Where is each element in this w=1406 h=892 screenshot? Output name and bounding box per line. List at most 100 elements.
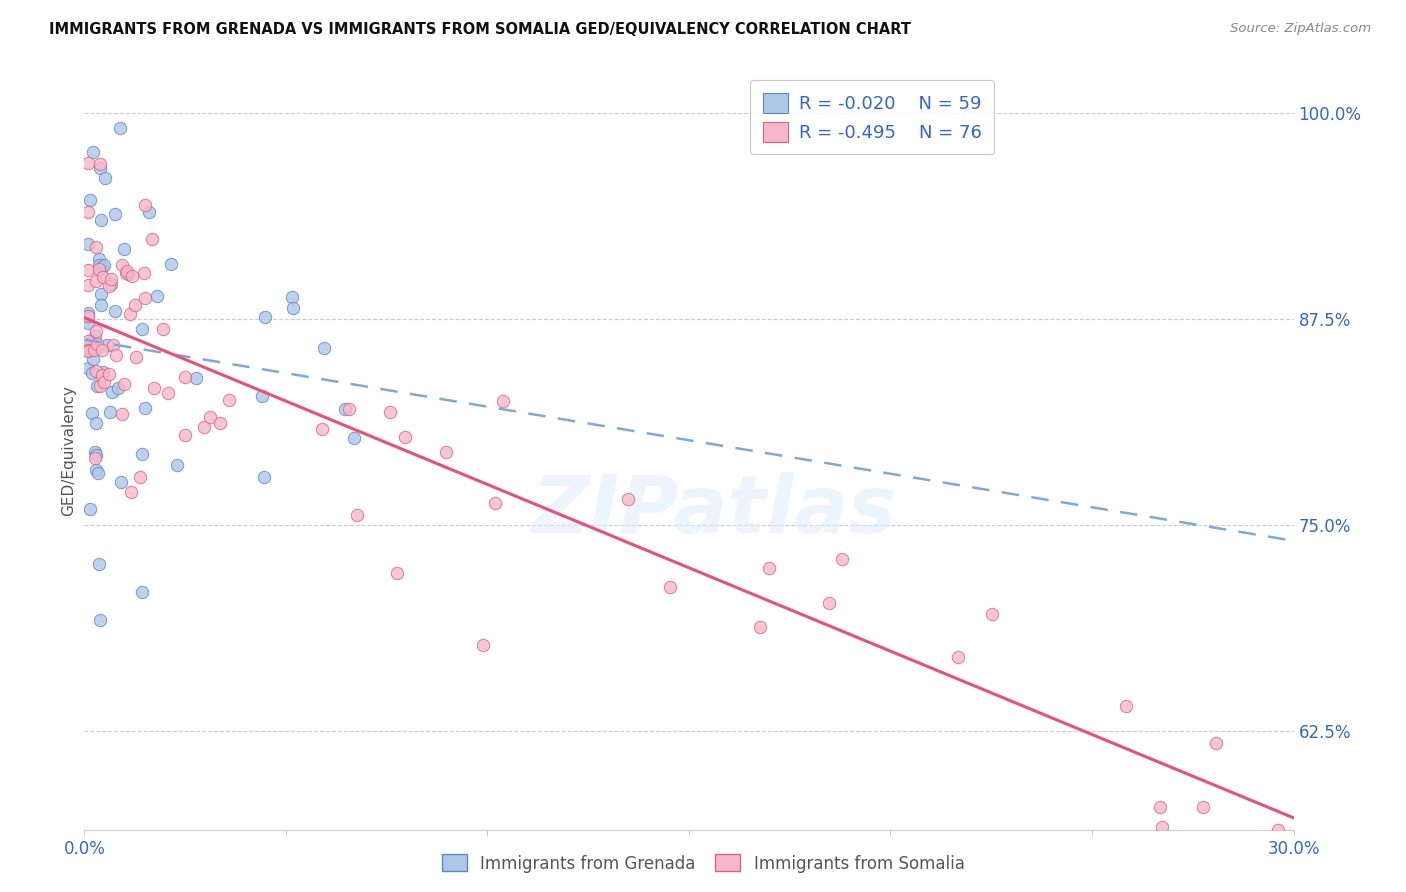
Point (86, 379, 108, 393)
Point (84, 274, 107, 288)
Point (131, 447, 153, 461)
Point (281, 290, 304, 304)
Point (96, 338, 118, 352)
Point (90, 213, 112, 227)
Point (1267, 822, 1289, 837)
Point (758, 561, 780, 575)
Point (101, 338, 124, 352)
Point (117, 267, 139, 281)
Point (90, 368, 112, 382)
Point (97, 278, 120, 293)
Point (84, 329, 107, 343)
Legend: R = -0.020    N = 59, R = -0.495    N = 76: R = -0.020 N = 59, R = -0.495 N = 76 (749, 80, 994, 154)
Point (1149, 800, 1171, 814)
Point (98, 367, 121, 381)
Point (77, 155, 100, 169)
Point (110, 475, 132, 490)
Text: IMMIGRANTS FROM GRENADA VS IMMIGRANTS FROM SOMALIA GED/EQUIVALENCY CORRELATION C: IMMIGRANTS FROM GRENADA VS IMMIGRANTS FR… (49, 22, 911, 37)
Point (174, 427, 197, 442)
Point (184, 370, 207, 384)
Point (253, 470, 276, 484)
Point (77, 309, 100, 323)
Point (312, 341, 335, 355)
Point (89, 161, 111, 175)
Point (748, 620, 770, 634)
Point (948, 650, 970, 665)
Point (146, 289, 169, 303)
Text: Source: ZipAtlas.com: Source: ZipAtlas.com (1230, 22, 1371, 36)
Point (1191, 799, 1213, 814)
Point (209, 416, 232, 430)
Point (84, 448, 107, 462)
Point (77, 237, 100, 252)
Point (94, 171, 117, 186)
Point (117, 264, 139, 278)
Point (100, 272, 122, 286)
Point (132, 266, 155, 280)
Point (77, 343, 100, 357)
Point (387, 566, 409, 581)
Point (83, 343, 105, 358)
Point (152, 322, 174, 336)
Point (84, 324, 107, 338)
Point (124, 298, 146, 312)
Point (108, 121, 131, 136)
Point (343, 431, 366, 445)
Point (77, 343, 100, 358)
Point (87, 252, 110, 267)
Point (77, 316, 100, 330)
Point (134, 291, 156, 305)
Point (380, 405, 402, 419)
Point (141, 232, 163, 246)
Point (104, 304, 127, 318)
Point (100, 277, 122, 291)
Point (91, 343, 114, 357)
Point (472, 639, 495, 653)
Point (86, 336, 108, 351)
Point (484, 496, 506, 510)
Point (156, 385, 179, 400)
Point (112, 376, 135, 391)
Point (394, 430, 416, 444)
Point (104, 207, 127, 221)
Point (818, 596, 841, 610)
Point (89, 157, 111, 171)
Point (77, 334, 100, 348)
Point (831, 552, 853, 566)
Point (80, 367, 103, 381)
Point (77, 205, 100, 219)
Point (91, 365, 114, 379)
Point (143, 381, 166, 395)
Point (120, 484, 142, 499)
Point (138, 205, 160, 219)
Point (77, 310, 100, 324)
Point (131, 322, 153, 336)
Point (111, 258, 134, 272)
Point (98, 405, 121, 419)
Text: ZIPatlas: ZIPatlas (530, 472, 896, 550)
Point (89, 378, 111, 392)
Point (617, 492, 640, 507)
Point (77, 344, 100, 359)
Point (93, 375, 115, 389)
Point (84, 417, 107, 431)
Point (87, 467, 110, 481)
Point (134, 401, 156, 415)
Point (77, 278, 100, 293)
Point (198, 410, 221, 425)
Point (79, 193, 101, 207)
Point (114, 266, 136, 280)
Point (77, 263, 100, 277)
Point (80, 334, 103, 349)
Point (89, 258, 111, 272)
Point (111, 407, 134, 421)
Point (82, 406, 104, 420)
Point (1152, 820, 1174, 834)
Point (84, 450, 107, 465)
Point (89, 613, 111, 627)
Point (311, 422, 333, 436)
Y-axis label: GED/Equivalency: GED/Equivalency (60, 385, 76, 516)
Point (131, 585, 153, 599)
Point (87, 557, 110, 571)
Point (281, 301, 304, 316)
